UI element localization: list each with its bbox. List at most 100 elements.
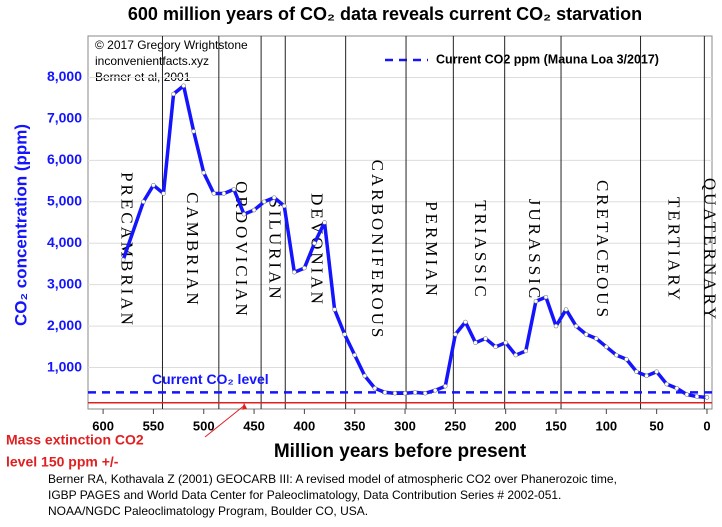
- period-label: CARBONIFEROUS: [368, 160, 387, 341]
- x-axis-label: Million years before present: [274, 441, 527, 462]
- y-tick-label: 7,000: [47, 110, 82, 126]
- data-point: [523, 348, 529, 354]
- chart-title: 600 million years of CO₂ data reveals cu…: [128, 4, 642, 24]
- reference-label: Current CO₂ level: [152, 371, 269, 387]
- annotation: Mass extinction CO2: [6, 432, 144, 448]
- data-point: [694, 394, 700, 399]
- data-point: [191, 129, 196, 134]
- x-tick-label: 450: [243, 418, 265, 433]
- source: IGBP PAGES and World Data Center for Pal…: [48, 488, 561, 502]
- data-point: [181, 83, 186, 88]
- data-point: [644, 373, 649, 379]
- data-point: [563, 307, 569, 312]
- period-label: JURASSIC: [525, 199, 544, 301]
- x-tick-label: 200: [495, 418, 517, 433]
- data-point: [513, 352, 518, 358]
- x-tick-label: 600: [92, 418, 114, 433]
- data-point: [543, 294, 549, 300]
- period-label: SILURIAN: [265, 198, 284, 301]
- y-tick-label: 5,000: [47, 192, 82, 208]
- credit: inconvenientfacts.xyz: [95, 54, 209, 68]
- source: NOAA/NGDC Paleoclimatology Program, Boul…: [48, 504, 368, 518]
- data-point: [282, 203, 287, 209]
- x-tick-label: 400: [294, 418, 316, 433]
- data-point: [362, 373, 368, 379]
- x-tick-label: 300: [394, 418, 416, 433]
- data-point: [453, 332, 458, 337]
- data-point: [392, 391, 398, 396]
- data-point: [302, 265, 307, 271]
- data-point: [171, 91, 176, 97]
- data-point: [473, 340, 478, 345]
- y-axis-label: CO₂ concentration (ppm): [11, 124, 30, 326]
- data-point: [141, 199, 146, 205]
- y-tick-label: 4,000: [47, 234, 82, 250]
- y-tick-label: 2,000: [47, 317, 82, 333]
- data-point: [443, 383, 448, 389]
- data-point: [684, 392, 690, 397]
- data-point: [120, 257, 126, 263]
- data-point: [614, 352, 619, 358]
- credit: © 2017 Gregory Wrightstone: [95, 38, 248, 52]
- y-tick-label: 1,000: [47, 358, 82, 374]
- data-line: [121, 83, 708, 400]
- period-label: TERTIARY: [665, 197, 684, 303]
- period-label: ORDOVICIAN: [232, 181, 251, 319]
- plot-frame: [87, 35, 713, 410]
- source: Berner RA, Kothavala Z (2001) GEOCARB II…: [48, 472, 617, 486]
- data-point: [533, 298, 539, 304]
- data-point: [654, 369, 659, 374]
- data-point: [201, 170, 206, 176]
- data-point: [604, 344, 609, 350]
- data-point: [292, 269, 297, 275]
- data-point: [432, 388, 438, 393]
- x-tick-label: 250: [445, 418, 467, 433]
- data-point: [422, 391, 428, 396]
- data-point: [161, 191, 166, 196]
- period-label: QUATERNARY: [700, 178, 719, 322]
- data-point: [553, 323, 559, 329]
- y-tick-label: 3,000: [47, 275, 82, 291]
- period-label: TRIASSIC: [471, 200, 490, 300]
- data-point: [231, 187, 237, 192]
- period-label: CRETACEOUS: [593, 180, 612, 320]
- data-point: [221, 191, 227, 196]
- data-point: [352, 352, 357, 358]
- data-point: [503, 340, 508, 345]
- data-point: [151, 182, 156, 188]
- x-tick-label: 50: [649, 418, 663, 433]
- data-point: [704, 395, 710, 400]
- data-point: [382, 390, 388, 395]
- data-point: [271, 195, 277, 200]
- data-point: [402, 391, 408, 396]
- data-point: [463, 319, 468, 325]
- annotation: level 150 ppm +/-: [6, 454, 119, 470]
- data-point: [674, 386, 680, 391]
- y-tick-label: 6,000: [47, 151, 82, 167]
- x-tick-label: 350: [344, 418, 366, 433]
- x-tick-label: 100: [595, 418, 617, 433]
- data-point: [412, 390, 418, 395]
- data-point: [342, 332, 347, 337]
- data-point: [664, 381, 669, 387]
- annotation-arrowhead: [242, 402, 247, 410]
- data-point: [583, 332, 589, 337]
- data-point: [332, 307, 337, 312]
- period-label: DEVONIAN: [308, 193, 327, 307]
- data-point: [594, 336, 599, 341]
- data-point: [322, 220, 327, 225]
- x-tick-label: 500: [193, 418, 215, 433]
- data-point: [624, 357, 629, 362]
- x-tick-label: 0: [703, 418, 710, 433]
- x-tick-label: 550: [143, 418, 165, 433]
- period-label: PERMIAN: [422, 201, 441, 299]
- data-point: [634, 369, 639, 374]
- data-point: [261, 199, 267, 205]
- period-label: CAMBRIAN: [183, 192, 202, 308]
- data-point: [483, 336, 488, 341]
- data-point: [211, 191, 217, 196]
- legend-label: Current CO2 ppm (Mauna Loa 3/2017): [436, 52, 659, 66]
- data-point: [372, 386, 378, 391]
- data-point: [493, 344, 498, 350]
- data-point: [251, 207, 257, 213]
